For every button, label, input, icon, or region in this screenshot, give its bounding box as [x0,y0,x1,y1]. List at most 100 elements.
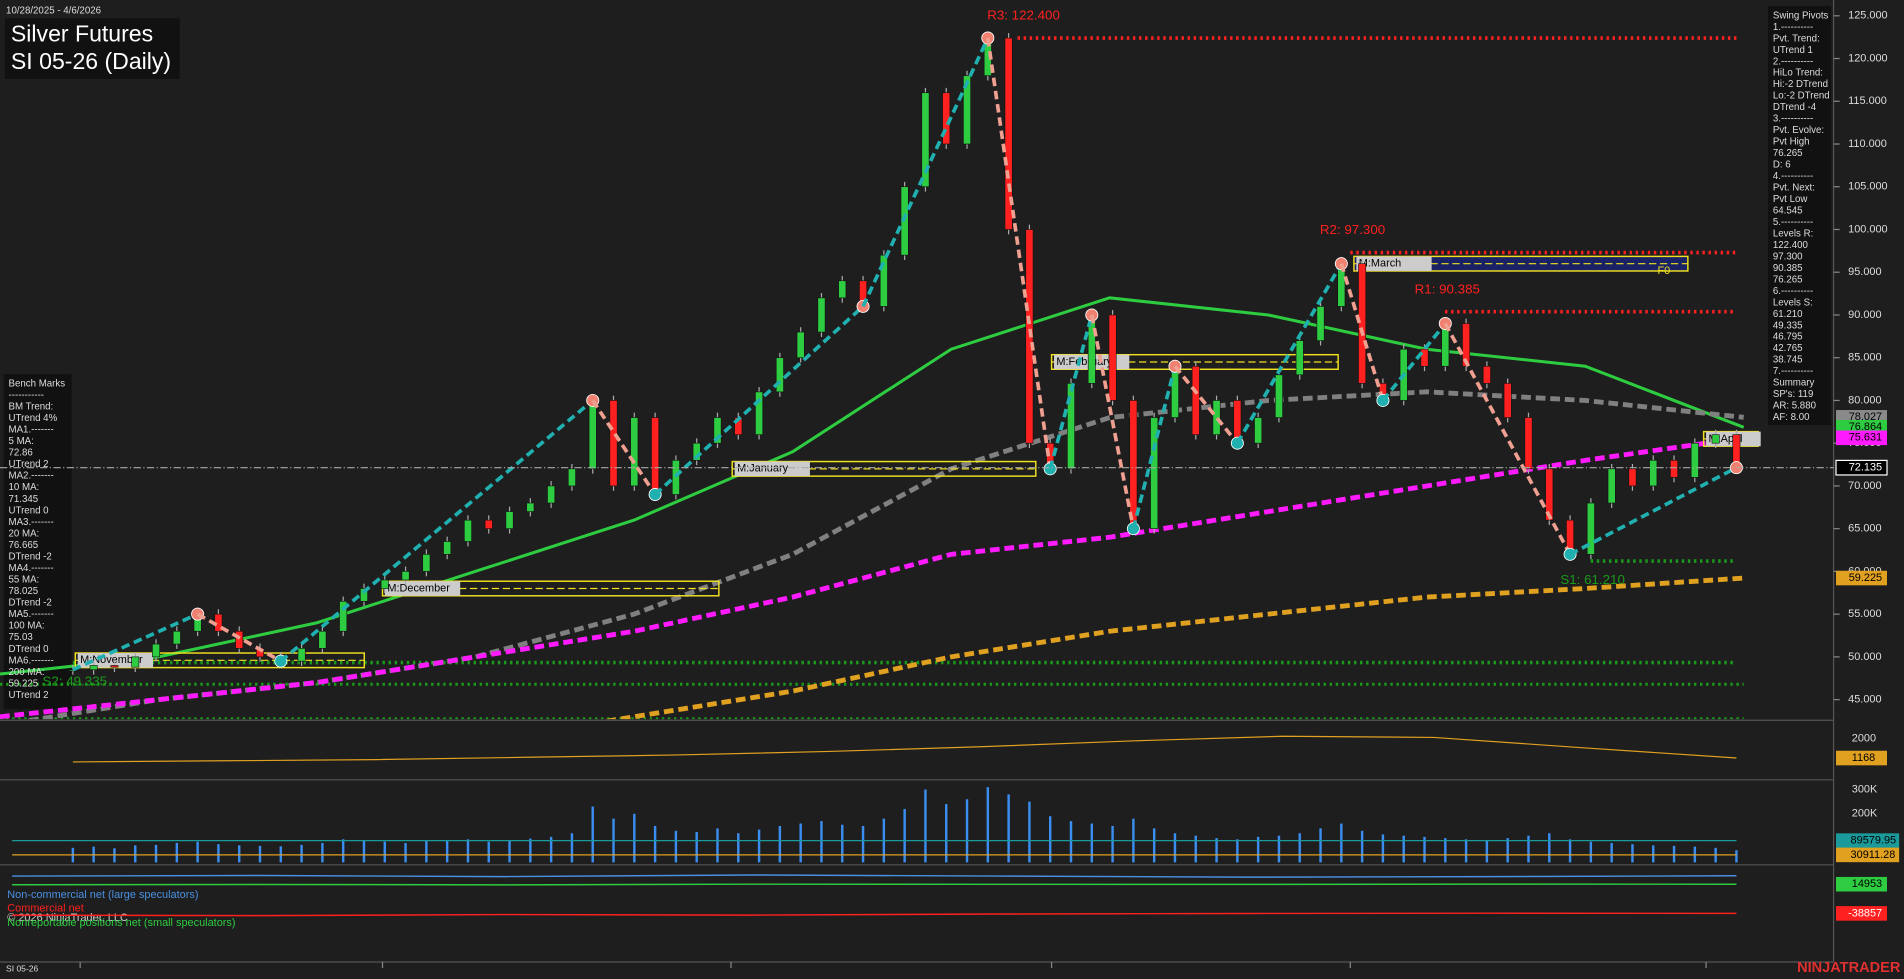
candle [401,571,410,581]
swing-leg [1131,365,1177,530]
cot-badge [1836,906,1887,921]
y-tick-label: 65.000 [1848,523,1881,535]
brand: NINJATRADER [1797,960,1901,976]
swing-pivot-line: 49.335 [1773,320,1803,331]
candle [443,541,452,555]
level-label: R3: 122.400 [987,8,1060,23]
volume-badge-label: 89579.95 [1851,835,1897,847]
swing-pivot-line: 61.210 [1773,309,1803,320]
candle [464,519,472,542]
candle [1171,365,1179,418]
volume-badge-label: 30911.28 [1851,849,1896,861]
candle [1274,374,1283,418]
swing-pivot-line: 4.---------- [1773,171,1813,182]
bench-mark-line: 10 MA: [9,482,40,493]
bench-mark-line: MA5.------- [9,609,54,620]
candle [1420,348,1429,367]
candle [921,92,930,188]
price-badge [1835,459,1888,476]
y-tick-label: 45.000 [1848,694,1881,706]
candle [172,630,181,645]
price-badge [1836,570,1887,586]
price-plot: R3: 122.400 R2: 97.300 R1: 90.385 S1: 61.21… [0,8,1761,720]
y-tick-label: 300K [1852,783,1878,795]
monthly-label: M:February [1056,356,1112,368]
y-tick-label: 85.000 [1848,352,1881,364]
candle [1212,400,1221,435]
y-tick-label: 200K [1852,808,1878,820]
swing-pivot-line: 64.545 [1773,205,1803,216]
swing-leg [279,399,594,663]
swing-pivot-line: HiLo Trend: [1773,68,1823,79]
swing-pivot-line: Summary [1773,378,1815,389]
candle [110,665,119,668]
candle [1670,459,1678,478]
candle [1462,323,1471,367]
swing-pivot-line: Lo:-2 DTrend [1773,91,1830,102]
candle [1295,340,1304,376]
swing-pivot-line: 5.---------- [1773,217,1813,228]
bench-mark-line: Bench Marks [9,378,66,389]
volume-badge [1836,847,1900,863]
candle [89,665,98,671]
monthly-tag [384,581,461,596]
swing-pivot-line: 38.745 [1773,355,1803,366]
bench-mark-line: 20 MA: [9,528,40,539]
y-tick-label: 105.000 [1848,181,1887,193]
indicator-badge-label: 1168 [1852,752,1875,764]
legend-entry: Commercial net [7,902,83,914]
candle [692,442,701,461]
swing-pivot-line: 42.765 [1773,343,1803,354]
y-tick-label: 2000 [1852,732,1876,744]
monthly-label: M:November [80,654,143,666]
candle [1503,383,1512,418]
candle [1191,365,1200,435]
candle [1586,502,1595,555]
bench-mark-line: MA4.------- [9,563,54,574]
candle [1607,468,1616,504]
swing-leg [653,305,865,496]
candle [526,502,535,512]
bench-mark-line: DTrend 0 [9,644,50,655]
cot-badge [1836,876,1887,892]
candle [1004,37,1013,230]
level-label: R1: 90.385 [1415,281,1480,296]
indicator-badge [1836,750,1887,766]
candle [1690,442,1699,478]
candle [879,254,888,307]
candle [68,669,77,672]
moving-average [0,435,1745,720]
swing-leg [1339,263,1385,401]
monthly-tag [734,461,810,477]
y-tick-label: 80.000 [1848,394,1881,406]
candle [297,648,306,662]
candle [152,643,160,658]
price-badge-label: 59.225 [1849,572,1882,584]
bench-mark-line: 76.665 [9,540,39,551]
candle [1067,383,1075,470]
swing-panel [1768,6,1832,426]
swing-pivot-line: AR: 5.880 [1773,401,1817,412]
instrument: SI 05-26 [6,964,38,974]
swing-leg [1090,314,1136,530]
bench-mark-line: MA2.------- [9,471,54,482]
candle [838,280,847,299]
candle [1150,417,1159,529]
bench-mark-line: 55 MA: [9,575,40,586]
cot-badge-label: 14953 [1852,878,1882,890]
y-tick-label: 95.000 [1848,266,1881,278]
candle [235,630,244,649]
candle [817,297,826,333]
indicator-line [72,735,1737,763]
swing-pivot-line: 7.---------- [1773,366,1813,377]
candle [775,357,784,393]
bench-mark-line: 59.225 [9,678,39,689]
legend-entry: Nonreportable positions net (small specu… [7,917,235,929]
candle [505,511,514,529]
bench-panel [3,374,72,710]
moving-average [604,575,1744,720]
bench-mark-line: UTrend 2 [9,459,49,470]
candle [1711,434,1720,444]
bench-mark-line: 78.025 [9,586,39,597]
